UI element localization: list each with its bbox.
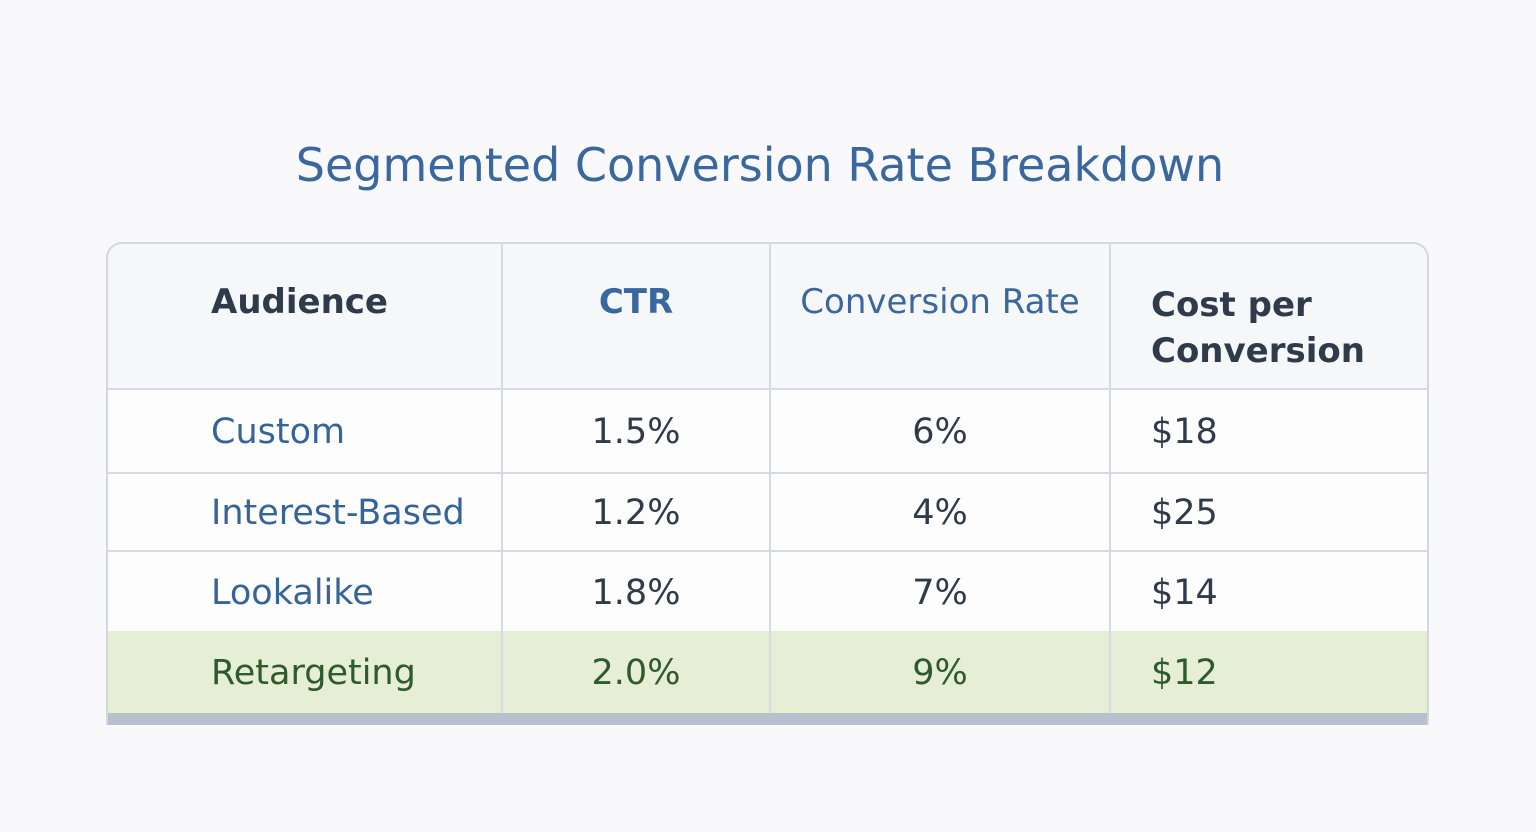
table-header-row: Audience CTR Conversion Rate Cost per Co… bbox=[108, 244, 1427, 390]
page-title: Segmented Conversion Rate Breakdown bbox=[295, 138, 1225, 192]
table-cell: Custom bbox=[211, 412, 346, 452]
column-header: CTR bbox=[501, 244, 769, 390]
table-cell: 9% bbox=[769, 631, 1109, 715]
table-cell: 1.5% bbox=[501, 390, 769, 474]
table-bottom-bar bbox=[108, 713, 1427, 725]
table-row-highlighted: Retargeting 2.0% 9% $12 bbox=[108, 631, 1427, 715]
table-cell: 1.8% bbox=[501, 552, 769, 633]
table-cell: 4% bbox=[769, 474, 1109, 552]
table-cell: $14 bbox=[1109, 552, 1427, 633]
column-header: Audience bbox=[211, 282, 388, 322]
table-cell: $12 bbox=[1109, 631, 1427, 715]
table-cell: Retargeting bbox=[211, 653, 416, 693]
table-cell: 1.2% bbox=[501, 474, 769, 552]
data-table: Audience CTR Conversion Rate Cost per Co… bbox=[106, 242, 1429, 725]
table-cell: $18 bbox=[1109, 390, 1427, 474]
column-header: Cost per Conversion bbox=[1109, 244, 1427, 390]
table-cell: $25 bbox=[1109, 474, 1427, 552]
table-row: Lookalike 1.8% 7% $14 bbox=[108, 550, 1427, 633]
table-cell: 7% bbox=[769, 552, 1109, 633]
table-cell: Interest-Based bbox=[211, 493, 465, 533]
table-row: Interest-Based 1.2% 4% $25 bbox=[108, 472, 1427, 552]
table-cell: 6% bbox=[769, 390, 1109, 474]
column-header: Conversion Rate bbox=[769, 244, 1109, 390]
table-cell: 2.0% bbox=[501, 631, 769, 715]
table-row: Custom 1.5% 6% $18 bbox=[108, 388, 1427, 474]
table-cell: Lookalike bbox=[211, 572, 374, 613]
